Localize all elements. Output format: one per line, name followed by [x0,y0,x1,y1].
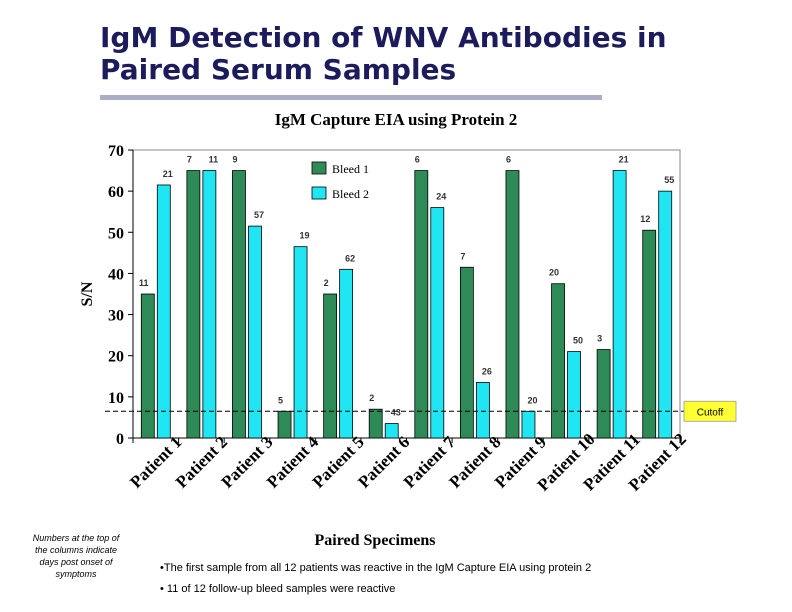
y-tick-label: 50 [108,225,124,242]
legend-label-bleed-2: Bleed 2 [332,187,369,201]
data-label-bleed-1: 6 [415,155,420,165]
y-tick-label: 30 [108,308,124,325]
bar-bleed-2 [612,170,627,439]
data-label-bleed-2: 43 [391,408,401,418]
slide-title: IgM Detection of WNV Antibodies in Paire… [100,21,667,86]
x-axis-label: Paired Specimens [314,532,435,549]
bar-bleed-2 [430,207,445,439]
bar-bleed-2 [202,170,217,439]
summary-bullets: •The first sample from all 12 patients w… [160,562,780,604]
data-label-bleed-2: 55 [664,175,674,185]
data-label-bleed-2: 62 [345,253,355,263]
y-tick-label: 0 [116,431,124,448]
data-label-bleed-2: 19 [300,231,310,241]
bar-bleed-1 [551,283,565,439]
bullet-1: •The first sample from all 12 patients w… [160,562,592,574]
data-label-bleed-2: 21 [163,169,173,179]
data-label-bleed-1: 3 [597,334,602,344]
bar-bleed-2 [658,190,673,439]
bullet-2: • 11 of 12 follow-up bleed samples were … [160,583,396,595]
bar-bleed-2 [156,184,171,439]
bar-bleed-1 [232,170,246,439]
legend-swatch-bleed-2 [311,186,327,200]
data-label-bleed-2: 57 [254,210,264,220]
bar-bleed-2 [521,410,536,439]
data-label-bleed-1: 2 [324,278,329,288]
data-label-bleed-1: 2 [369,393,374,403]
data-label-bleed-1: 7 [460,251,465,261]
legend-label-bleed-1: Bleed 1 [332,162,369,176]
y-tick-label: 40 [108,266,124,283]
bar-bleed-1 [186,170,201,439]
bar-bleed-2 [248,225,262,439]
y-axis-label: S/N [79,281,96,306]
data-label-bleed-2: 20 [527,395,537,405]
data-label-bleed-2: 50 [573,336,583,346]
data-label-bleed-1: 6 [506,155,511,165]
data-label-bleed-2: 24 [436,192,446,202]
data-label-bleed-1: 9 [232,155,237,165]
data-label-bleed-2: 11 [209,155,219,165]
cutoff-label-box [683,400,737,422]
bar-bleed-2 [384,423,399,439]
legend-swatch-bleed-1 [311,161,327,175]
cutoff-label: Cutoff [697,407,724,418]
bar-bleed-1 [368,408,383,439]
bar-bleed-2 [567,351,581,439]
y-tick-label: 10 [108,390,124,407]
bar-bleed-1 [642,229,657,439]
bar-bleed-1 [596,349,611,439]
bar-bleed-2 [339,268,354,439]
bar-bleed-1 [414,170,429,439]
bar-bleed-1 [505,170,520,439]
data-label-bleed-1: 5 [278,395,283,405]
title-underline [100,95,602,100]
data-label-bleed-1: 11 [139,278,149,288]
bar-bleed-1 [140,293,155,439]
footnote: Numbers at the top of the columns indica… [32,533,120,579]
y-tick-label: 70 [108,143,124,160]
y-tick-label: 60 [108,184,124,201]
data-label-bleed-2: 21 [619,155,629,165]
bar-bleed-1 [323,293,338,439]
bar-bleed-1 [277,410,292,439]
bar-bleed-2 [475,382,490,439]
bar-bleed-2 [293,246,308,439]
y-tick-label: 20 [108,349,124,366]
data-label-bleed-1: 12 [640,214,650,224]
bar-bleed-1 [459,266,474,439]
data-label-bleed-2: 26 [482,366,492,376]
data-label-bleed-1: 7 [187,155,192,165]
chart-title: IgM Capture EIA using Protein 2 [274,110,518,129]
data-label-bleed-1: 20 [549,268,559,278]
